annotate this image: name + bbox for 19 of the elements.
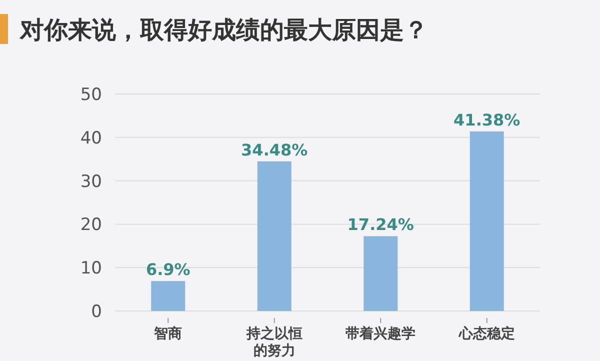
bar bbox=[364, 236, 398, 311]
x-tick-label: 持之以恒的努力 bbox=[245, 325, 302, 359]
data-label: 6.9% bbox=[146, 260, 190, 280]
x-tick-label: 智商 bbox=[153, 325, 182, 342]
bar bbox=[470, 131, 504, 311]
x-tick-label: 带着兴趣学 bbox=[346, 325, 416, 342]
data-label: 17.24% bbox=[347, 215, 414, 234]
data-label: 41.38% bbox=[454, 110, 520, 130]
chart-title: 对你来说，取得好成绩的最大原因是？ bbox=[19, 16, 428, 44]
data-label: 34.48% bbox=[241, 140, 308, 160]
bar bbox=[151, 281, 186, 311]
y-tick-label: 40 bbox=[80, 128, 102, 148]
y-tick-label: 30 bbox=[80, 172, 102, 192]
y-tick-label: 0 bbox=[91, 302, 102, 322]
y-tick-label: 20 bbox=[80, 215, 102, 236]
y-tick-label: 50 bbox=[80, 85, 102, 105]
y-tick-label: 10 bbox=[80, 258, 102, 279]
x-tick-label: 心态稳定 bbox=[458, 325, 515, 342]
bar bbox=[257, 161, 292, 311]
